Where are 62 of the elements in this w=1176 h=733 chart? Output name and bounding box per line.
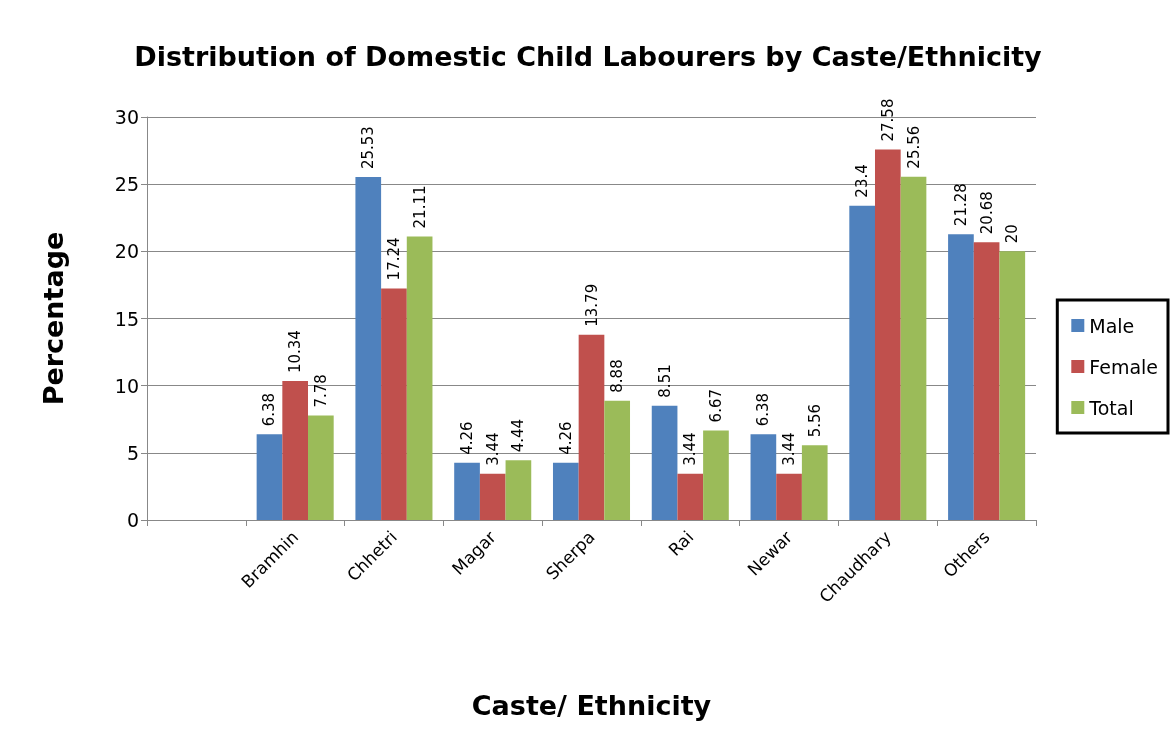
bar bbox=[308, 415, 334, 520]
x-axis-title: Caste/ Ethnicity bbox=[471, 690, 712, 721]
data-label: 3.44 bbox=[681, 432, 700, 466]
bar bbox=[750, 434, 777, 520]
data-label: 20.68 bbox=[977, 191, 996, 235]
data-label: 4.44 bbox=[509, 418, 528, 453]
bar bbox=[776, 473, 802, 520]
data-label: 6.38 bbox=[754, 392, 773, 427]
bar bbox=[381, 288, 407, 520]
bar bbox=[801, 445, 828, 520]
data-label: 23.4 bbox=[853, 164, 872, 198]
data-label: 3.44 bbox=[483, 432, 502, 466]
bar bbox=[256, 434, 283, 520]
data-label: 6.67 bbox=[706, 388, 725, 423]
data-label: 27.58 bbox=[878, 98, 897, 142]
data-label: 4.26 bbox=[556, 421, 575, 455]
bar bbox=[677, 473, 704, 520]
y-tick-label: 10 bbox=[114, 374, 139, 397]
y-tick-label: 0 bbox=[126, 509, 139, 531]
bar bbox=[552, 462, 579, 520]
data-label: 7.78 bbox=[311, 374, 330, 408]
data-label: 20 bbox=[1003, 224, 1022, 244]
data-label: 3.44 bbox=[780, 432, 799, 466]
bar bbox=[703, 430, 729, 520]
bar bbox=[406, 236, 433, 520]
y-axis-title: Percentage bbox=[38, 231, 69, 406]
bar bbox=[355, 177, 382, 520]
legend-label: Total bbox=[1088, 396, 1134, 419]
data-label: 25.53 bbox=[359, 126, 378, 170]
bar bbox=[874, 149, 901, 520]
bar bbox=[479, 473, 506, 520]
y-tick-label: 15 bbox=[114, 307, 139, 330]
bar bbox=[578, 334, 605, 520]
data-label: 21.11 bbox=[410, 185, 429, 229]
data-label: 5.56 bbox=[805, 403, 824, 438]
bar bbox=[282, 381, 309, 520]
data-label: 10.34 bbox=[286, 330, 305, 374]
bar bbox=[900, 176, 927, 520]
data-label: 8.51 bbox=[655, 364, 674, 398]
y-tick-label: 25 bbox=[114, 173, 139, 196]
bar bbox=[849, 205, 875, 520]
data-label: 13.79 bbox=[582, 283, 601, 327]
bar bbox=[651, 405, 678, 520]
bar bbox=[973, 242, 1000, 520]
bar bbox=[604, 400, 631, 520]
bar bbox=[948, 234, 974, 520]
x-tick-label: Rai bbox=[664, 526, 698, 560]
legend-label: Female bbox=[1089, 355, 1158, 378]
bar bbox=[505, 460, 532, 520]
y-tick-label: 5 bbox=[126, 441, 139, 464]
data-label: 17.24 bbox=[384, 237, 403, 281]
data-label: 6.38 bbox=[260, 392, 279, 427]
data-label: 25.56 bbox=[904, 125, 923, 169]
y-tick-label: 30 bbox=[114, 106, 139, 128]
data-label: 21.28 bbox=[951, 183, 970, 227]
chart-title: Distribution of Domestic Child Labourers by Caste/Ethnicity bbox=[134, 41, 1043, 72]
bar bbox=[999, 251, 1026, 520]
legend-label: Male bbox=[1089, 314, 1135, 337]
data-label: 4.26 bbox=[458, 421, 477, 455]
data-label: 8.88 bbox=[608, 359, 627, 393]
bar bbox=[454, 462, 480, 520]
y-tick-label: 20 bbox=[114, 240, 139, 263]
